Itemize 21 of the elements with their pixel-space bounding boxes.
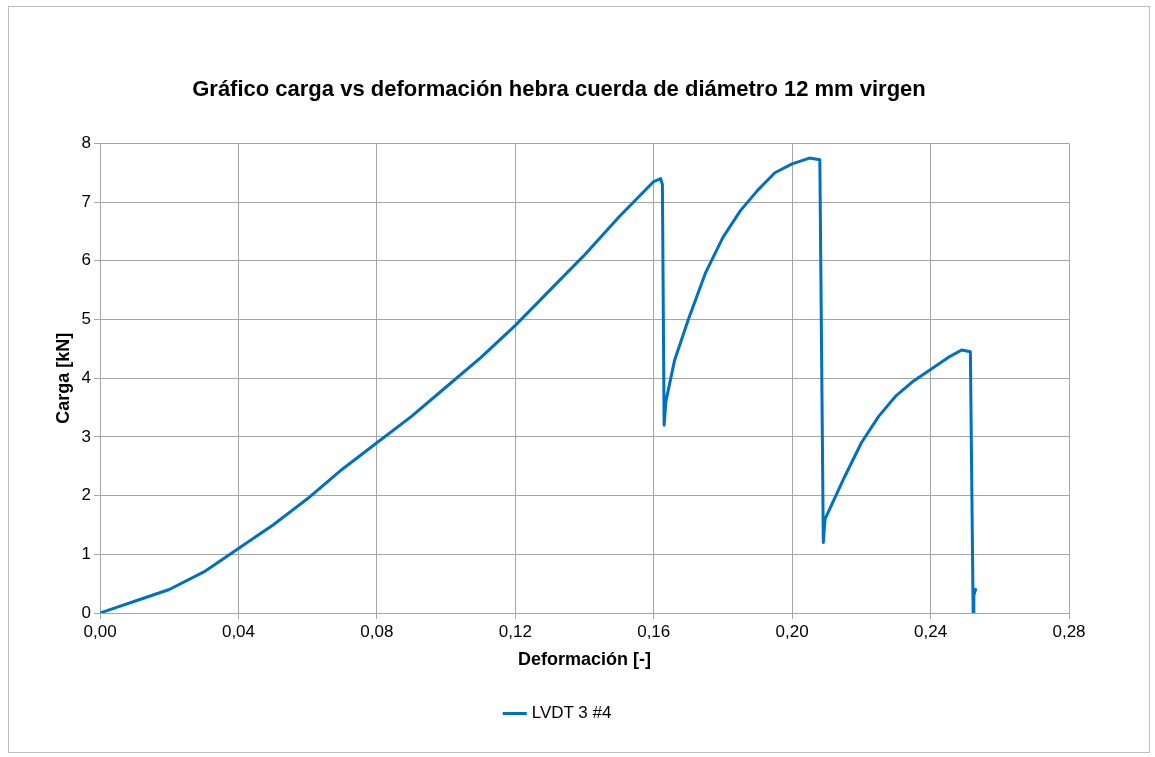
- x-tick-label: 0,28: [1052, 621, 1086, 641]
- x-tick-label: 0,08: [360, 621, 394, 641]
- y-tick-label: 6: [81, 250, 92, 270]
- y-tick-label: 7: [81, 191, 92, 211]
- x-tick-label: 0,24: [914, 621, 948, 641]
- x-tick-label: 0,04: [221, 621, 256, 641]
- x-tick-label: 0,16: [637, 621, 671, 641]
- x-axis-title: Deformación [-]: [518, 649, 652, 670]
- y-tick-label: 1: [81, 543, 92, 563]
- y-axis-title: Carga [kN]: [52, 332, 73, 424]
- y-tick-label: 0: [81, 602, 92, 622]
- x-tick-label: 0,00: [83, 621, 117, 641]
- y-tick-label: 8: [81, 133, 92, 153]
- y-tick-label: 4: [81, 367, 92, 387]
- chart-title: Gráfico carga vs deformación hebra cuerda de diámetro 12 mm virgen: [192, 76, 926, 102]
- y-tick-label: 5: [81, 309, 92, 329]
- x-tick-label: 0,12: [498, 621, 532, 641]
- legend-label: LVDT 3 #4: [531, 703, 612, 723]
- y-tick-label: 3: [81, 426, 92, 446]
- x-tick-label: 0,20: [775, 621, 809, 641]
- y-tick-label: 2: [81, 485, 92, 505]
